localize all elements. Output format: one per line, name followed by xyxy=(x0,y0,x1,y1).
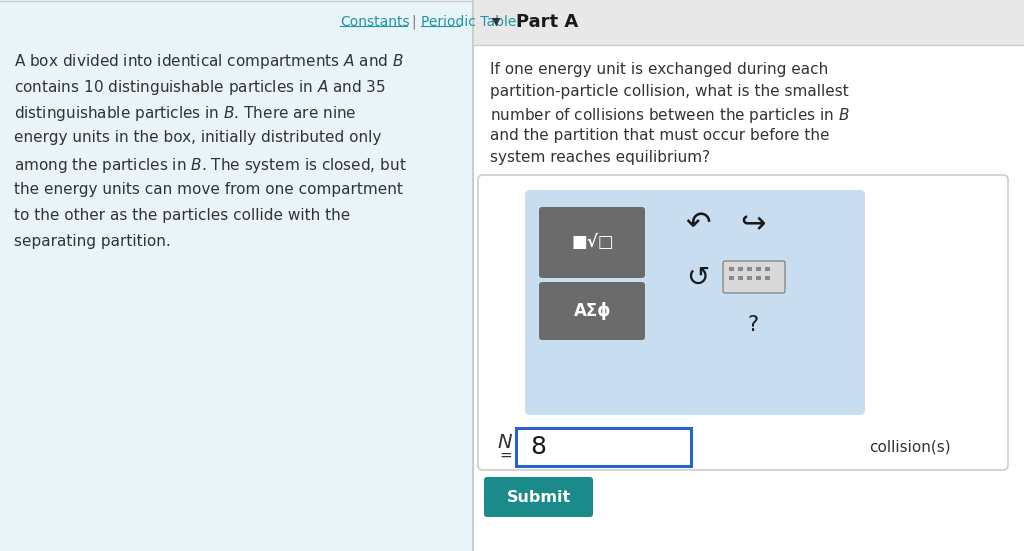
Text: and the partition that must occur before the: and the partition that must occur before… xyxy=(490,128,829,143)
Text: separating partition.: separating partition. xyxy=(14,234,171,249)
Text: =: = xyxy=(499,448,512,463)
Text: AΣϕ: AΣϕ xyxy=(574,302,611,320)
Text: ↺: ↺ xyxy=(686,264,710,292)
Text: Part A: Part A xyxy=(516,13,579,31)
Text: If one energy unit is exchanged during each: If one energy unit is exchanged during e… xyxy=(490,62,828,77)
Text: ▼: ▼ xyxy=(492,17,501,27)
FancyBboxPatch shape xyxy=(474,0,1024,551)
Text: to the other as the particles collide with the: to the other as the particles collide wi… xyxy=(14,208,350,223)
FancyBboxPatch shape xyxy=(484,477,593,517)
FancyBboxPatch shape xyxy=(765,267,770,271)
Text: Constants: Constants xyxy=(340,15,410,29)
Text: Periodic Table: Periodic Table xyxy=(421,15,516,29)
Text: distinguishable particles in $\mathit{B}$. There are nine: distinguishable particles in $\mathit{B}… xyxy=(14,104,356,123)
Text: ↶: ↶ xyxy=(685,210,711,240)
Text: energy units in the box, initially distributed only: energy units in the box, initially distr… xyxy=(14,130,381,145)
FancyBboxPatch shape xyxy=(474,0,1024,45)
Text: the energy units can move from one compartment: the energy units can move from one compa… xyxy=(14,182,402,197)
FancyBboxPatch shape xyxy=(746,276,752,280)
Text: number of collisions between the particles in $\mathit{B}$: number of collisions between the particl… xyxy=(490,106,850,125)
FancyBboxPatch shape xyxy=(738,267,743,271)
FancyBboxPatch shape xyxy=(729,267,734,271)
Text: $\mathit{N}$: $\mathit{N}$ xyxy=(497,433,513,452)
FancyBboxPatch shape xyxy=(765,276,770,280)
FancyBboxPatch shape xyxy=(516,428,691,466)
Text: 8: 8 xyxy=(530,435,546,459)
Text: A box divided into identical compartments $\mathit{A}$ and $\mathit{B}$: A box divided into identical compartment… xyxy=(14,52,403,71)
Text: system reaches equilibrium?: system reaches equilibrium? xyxy=(490,150,710,165)
FancyBboxPatch shape xyxy=(539,282,645,340)
FancyBboxPatch shape xyxy=(756,267,761,271)
FancyBboxPatch shape xyxy=(723,261,785,293)
FancyBboxPatch shape xyxy=(738,276,743,280)
Text: collision(s): collision(s) xyxy=(869,440,951,455)
Text: Submit: Submit xyxy=(507,489,571,505)
FancyBboxPatch shape xyxy=(746,267,752,271)
FancyBboxPatch shape xyxy=(525,190,865,415)
Text: ■√□: ■√□ xyxy=(571,233,614,251)
Text: contains 10 distinguishable particles in $\mathit{A}$ and 35: contains 10 distinguishable particles in… xyxy=(14,78,386,97)
FancyBboxPatch shape xyxy=(478,175,1008,470)
FancyBboxPatch shape xyxy=(756,276,761,280)
Text: ↪: ↪ xyxy=(740,210,766,240)
FancyBboxPatch shape xyxy=(729,276,734,280)
Text: |: | xyxy=(411,15,416,29)
FancyBboxPatch shape xyxy=(539,207,645,278)
Text: partition-particle collision, what is the smallest: partition-particle collision, what is th… xyxy=(490,84,849,99)
FancyBboxPatch shape xyxy=(0,0,472,551)
Text: among the particles in $\mathit{B}$. The system is closed, but: among the particles in $\mathit{B}$. The… xyxy=(14,156,407,175)
Text: ?: ? xyxy=(748,315,759,335)
